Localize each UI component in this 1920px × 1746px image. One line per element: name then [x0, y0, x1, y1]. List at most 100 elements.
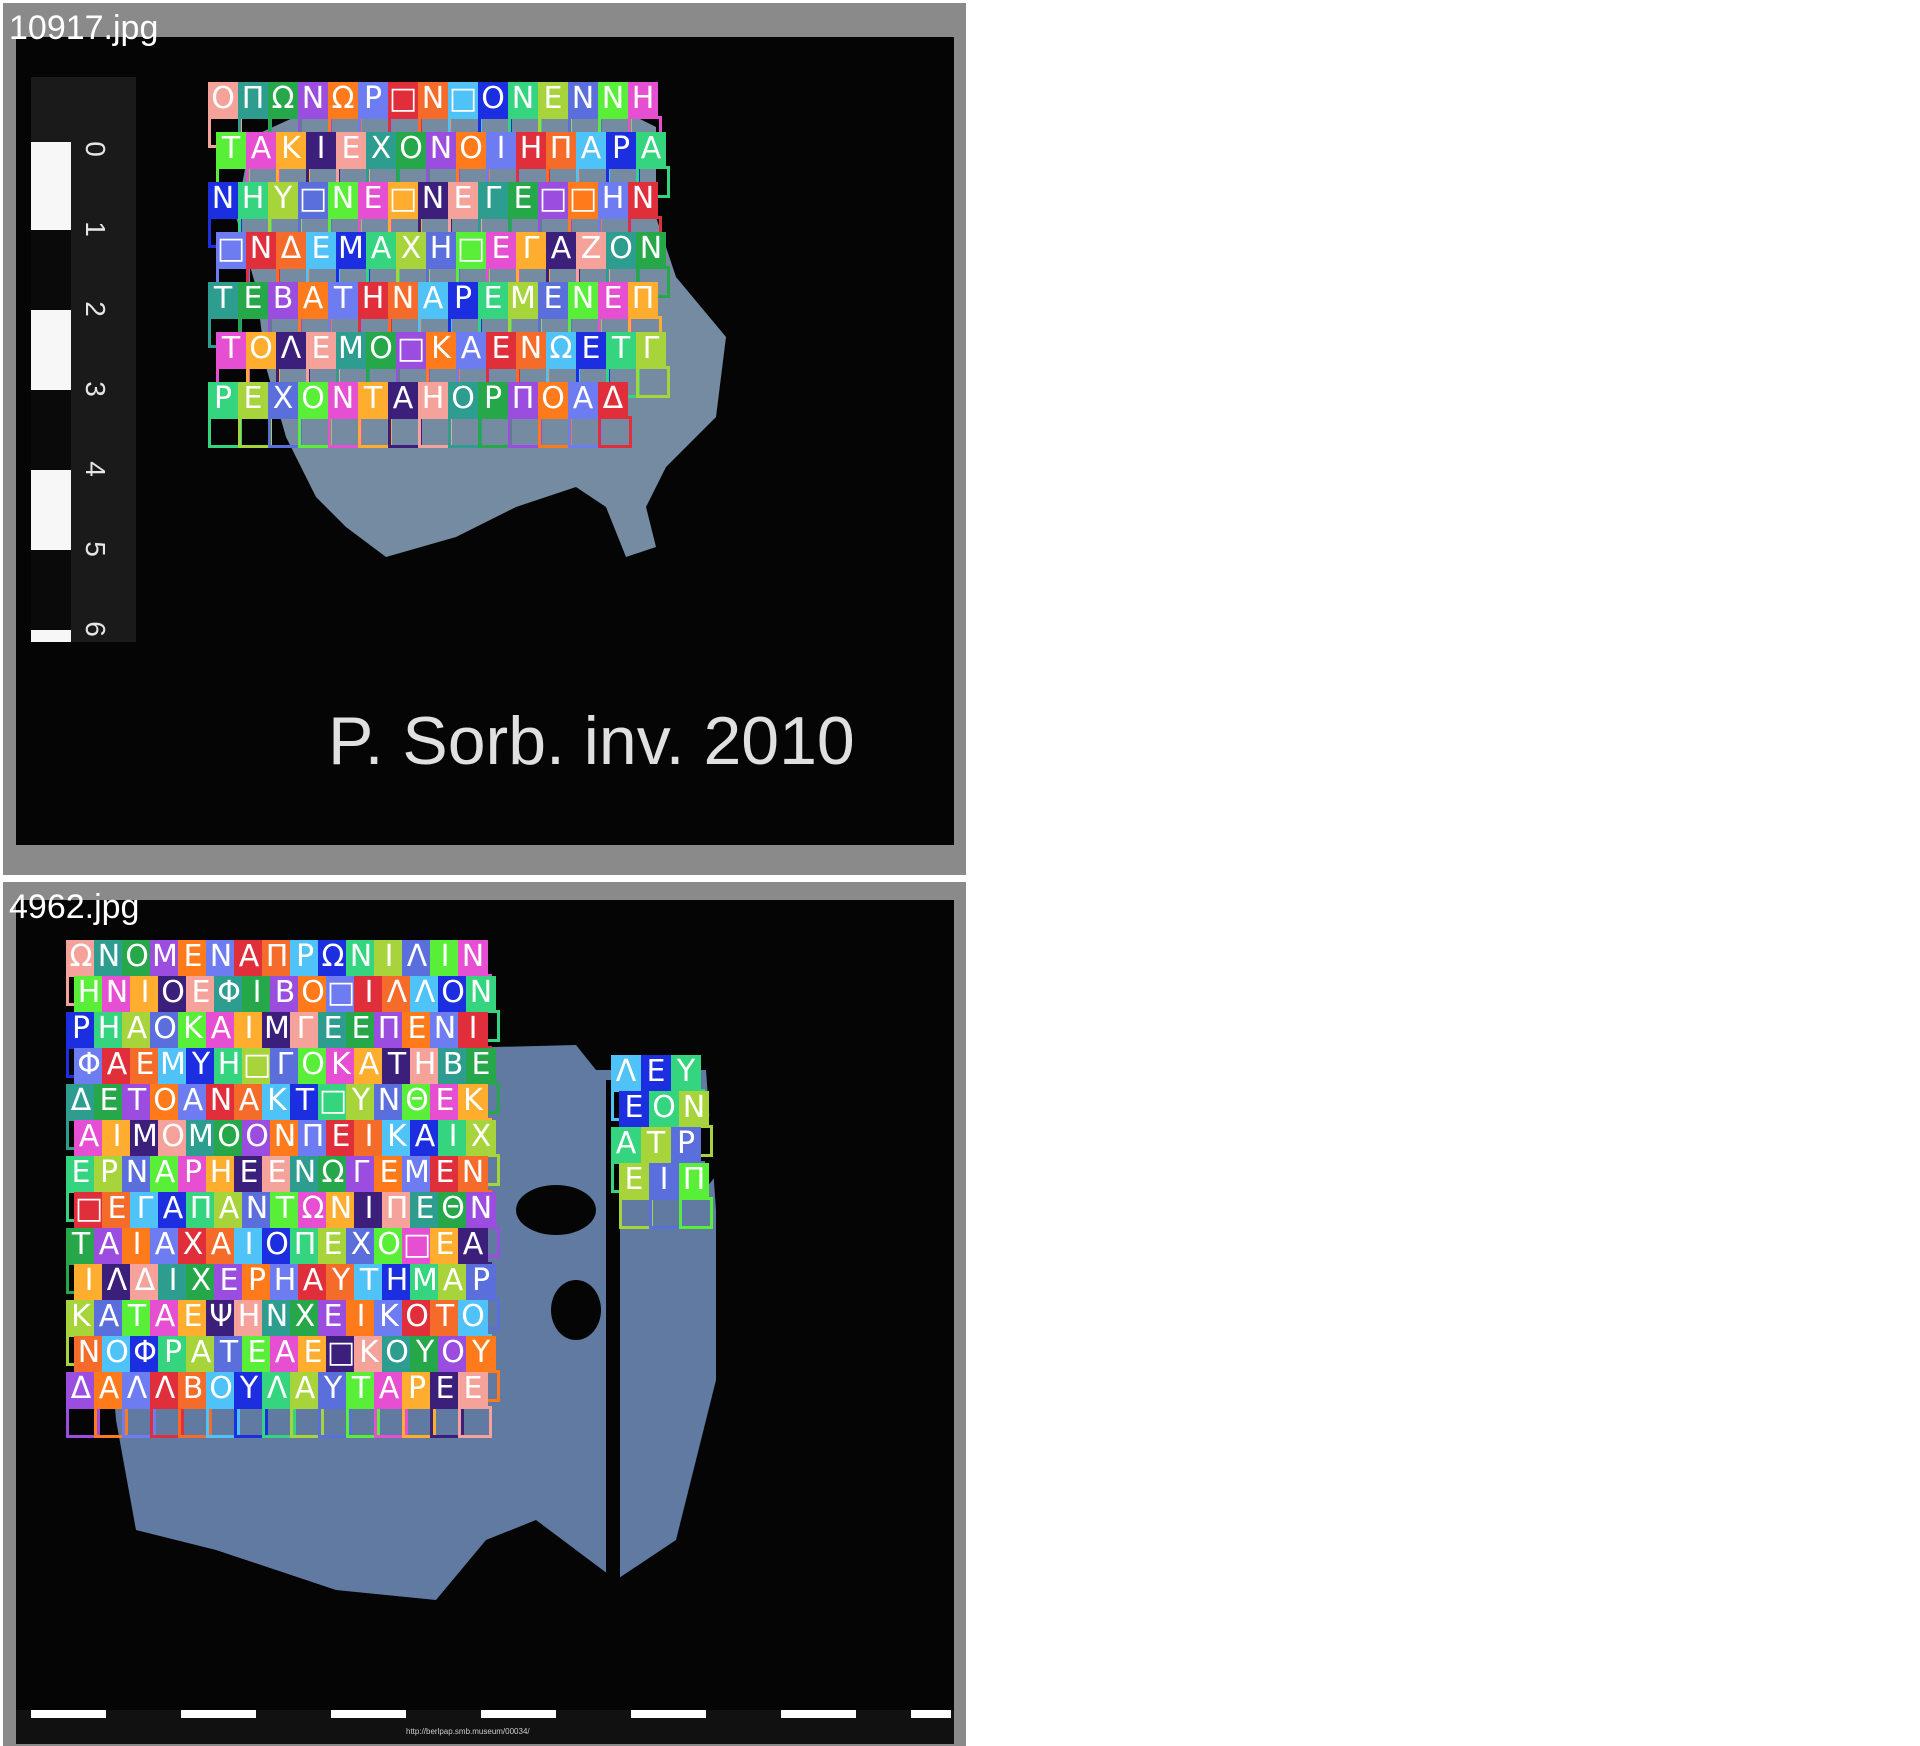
- letter-annotation[interactable]: Α: [150, 1300, 180, 1334]
- letter-annotation[interactable]: Κ: [458, 1084, 488, 1118]
- letter-annotation[interactable]: Ν: [328, 182, 358, 216]
- letter-annotation[interactable]: Α: [270, 1336, 300, 1370]
- letter-annotation[interactable]: Ι: [374, 940, 404, 974]
- letter-annotation[interactable]: Κ: [66, 1300, 96, 1334]
- letter-annotation[interactable]: Ι: [130, 976, 160, 1010]
- letter-annotation[interactable]: Ν: [270, 1120, 300, 1154]
- letter-annotation[interactable]: Ε: [336, 132, 366, 166]
- letter-annotation[interactable]: Υ: [234, 1372, 264, 1406]
- letter-annotation[interactable]: Ε: [478, 282, 508, 316]
- letter-annotation[interactable]: Ε: [486, 332, 516, 366]
- letter-annotation[interactable]: Α: [122, 1012, 152, 1046]
- letter-annotation[interactable]: Ε: [94, 1084, 124, 1118]
- letter-annotation[interactable]: Γ: [636, 332, 666, 366]
- letter-annotation[interactable]: Ν: [458, 940, 488, 974]
- letter-annotation[interactable]: Π: [382, 1192, 412, 1226]
- letter-annotation[interactable]: Β: [438, 1048, 468, 1082]
- letter-annotation[interactable]: Η: [234, 1300, 264, 1334]
- letter-annotation[interactable]: Α: [458, 1228, 488, 1262]
- letter-annotation[interactable]: Ο: [122, 940, 152, 974]
- letter-annotation[interactable]: Τ: [216, 332, 246, 366]
- letter-annotation[interactable]: Τ: [270, 1192, 300, 1226]
- letter-annotation[interactable]: Ν: [418, 82, 448, 116]
- letter-annotation[interactable]: Ε: [358, 182, 388, 216]
- letter-annotation[interactable]: Α: [456, 332, 486, 366]
- letter-annotation[interactable]: Ε: [238, 382, 268, 416]
- letter-annotation[interactable]: Ε: [306, 332, 336, 366]
- letter-annotation[interactable]: Ε: [242, 1336, 272, 1370]
- letter-annotation[interactable]: Ν: [508, 82, 538, 116]
- letter-annotation[interactable]: Ο: [402, 1300, 432, 1334]
- letter-annotation[interactable]: Τ: [122, 1300, 152, 1334]
- letter-annotation[interactable]: Χ: [466, 1120, 496, 1154]
- letter-annotation[interactable]: Υ: [268, 182, 298, 216]
- letter-annotation[interactable]: Ο: [538, 382, 568, 416]
- letter-annotation[interactable]: Ρ: [402, 1372, 432, 1406]
- letter-annotation[interactable]: Γ: [130, 1192, 160, 1226]
- letter-annotation[interactable]: Β: [270, 976, 300, 1010]
- letter-annotation[interactable]: Π: [186, 1192, 216, 1226]
- letter-annotation[interactable]: Ε: [318, 1012, 348, 1046]
- letter-annotation[interactable]: Ε: [430, 1228, 460, 1262]
- letter-annotation[interactable]: Τ: [346, 1372, 376, 1406]
- letter-annotation[interactable]: Γ: [290, 1012, 320, 1046]
- letter-annotation[interactable]: Π: [238, 82, 268, 116]
- letter-annotation[interactable]: Ω: [318, 940, 348, 974]
- letter-annotation[interactable]: Ν: [74, 1336, 104, 1370]
- letter-annotation[interactable]: Ε: [318, 1228, 348, 1262]
- letter-annotation[interactable]: Ε: [448, 182, 478, 216]
- letter-annotation[interactable]: Τ: [122, 1084, 152, 1118]
- letter-annotation[interactable]: Α: [611, 1127, 641, 1161]
- letter-annotation[interactable]: □: [396, 331, 426, 366]
- letter-annotation[interactable]: Ο: [396, 132, 426, 166]
- letter-annotation[interactable]: Υ: [326, 1264, 356, 1298]
- letter-annotation[interactable]: Ο: [649, 1091, 679, 1125]
- letter-annotation[interactable]: Ο: [458, 1300, 488, 1334]
- letter-annotation[interactable]: Ο: [366, 332, 396, 366]
- letter-annotation[interactable]: Ε: [178, 1300, 208, 1334]
- letter-annotation[interactable]: Ο: [448, 382, 478, 416]
- letter-annotation[interactable]: □: [538, 181, 568, 216]
- letter-annotation[interactable]: Ι: [102, 1120, 132, 1154]
- letter-annotation[interactable]: □: [74, 1191, 104, 1226]
- letter-annotation[interactable]: Ε: [374, 1156, 404, 1190]
- letter-annotation[interactable]: Π: [262, 940, 292, 974]
- letter-annotation[interactable]: Ρ: [606, 132, 636, 166]
- letter-annotation[interactable]: Ο: [214, 1120, 244, 1154]
- letter-annotation[interactable]: Ω: [298, 1192, 328, 1226]
- letter-annotation[interactable]: □: [388, 181, 418, 216]
- letter-annotation[interactable]: Ν: [426, 132, 456, 166]
- letter-annotation[interactable]: Ν: [326, 1192, 356, 1226]
- letter-annotation[interactable]: Ε: [402, 1012, 432, 1046]
- letter-annotation[interactable]: Ε: [430, 1372, 460, 1406]
- letter-annotation[interactable]: Ι: [354, 1192, 384, 1226]
- letter-annotation[interactable]: Υ: [186, 1048, 216, 1082]
- letter-annotation[interactable]: Χ: [366, 132, 396, 166]
- letter-annotation[interactable]: Α: [94, 1228, 124, 1262]
- letter-annotation[interactable]: Ρ: [358, 82, 388, 116]
- letter-annotation[interactable]: Ε: [538, 82, 568, 116]
- letter-annotation[interactable]: Λ: [150, 1372, 180, 1406]
- letter-annotation[interactable]: Ν: [568, 282, 598, 316]
- letter-annotation[interactable]: Τ: [214, 1336, 244, 1370]
- letter-annotation[interactable]: Μ: [410, 1264, 440, 1298]
- letter-annotation[interactable]: Ι: [306, 132, 336, 166]
- letter-annotation[interactable]: Α: [206, 1228, 236, 1262]
- letter-annotation[interactable]: Ε: [238, 282, 268, 316]
- letter-annotation[interactable]: Ι: [354, 1120, 384, 1154]
- letter-annotation[interactable]: Ρ: [178, 1156, 208, 1190]
- letter-annotation[interactable]: Χ: [396, 232, 426, 266]
- letter-annotation[interactable]: □: [216, 231, 246, 266]
- letter-annotation[interactable]: Τ: [358, 382, 388, 416]
- letter-annotation[interactable]: Ε: [538, 282, 568, 316]
- letter-annotation[interactable]: Ε: [318, 1300, 348, 1334]
- letter-annotation[interactable]: Η: [74, 976, 104, 1010]
- letter-annotation[interactable]: Δ: [598, 382, 628, 416]
- letter-annotation[interactable]: Ε: [262, 1156, 292, 1190]
- letter-annotation[interactable]: Υ: [410, 1336, 440, 1370]
- letter-annotation[interactable]: Γ: [478, 182, 508, 216]
- letter-annotation[interactable]: Ο: [158, 976, 188, 1010]
- letter-annotation[interactable]: Η: [628, 82, 658, 116]
- letter-annotation[interactable]: Η: [410, 1048, 440, 1082]
- letter-annotation[interactable]: Α: [234, 940, 264, 974]
